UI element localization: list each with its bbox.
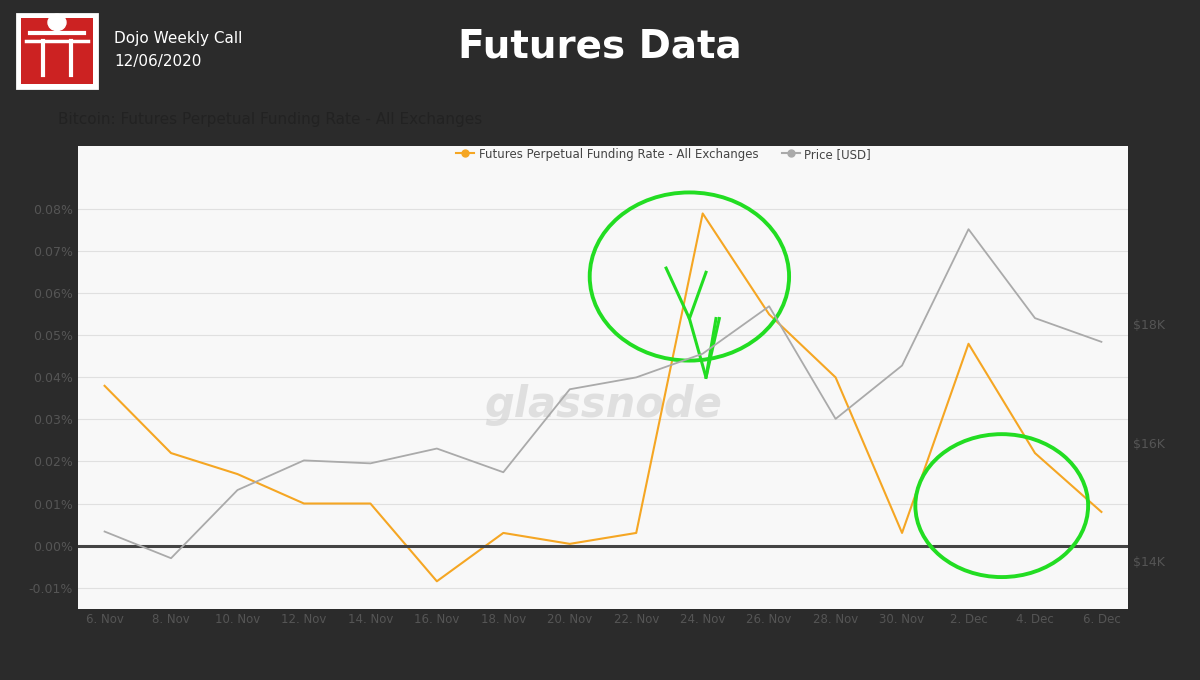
Text: 12/06/2020: 12/06/2020 <box>114 54 202 69</box>
Circle shape <box>48 14 66 31</box>
Text: Futures Data: Futures Data <box>458 27 742 65</box>
FancyBboxPatch shape <box>17 14 97 88</box>
Text: Dojo Weekly Call: Dojo Weekly Call <box>114 31 242 46</box>
FancyBboxPatch shape <box>22 18 94 84</box>
Text: Bitcoin: Futures Perpetual Funding Rate - All Exchanges: Bitcoin: Futures Perpetual Funding Rate … <box>58 112 482 127</box>
Text: glassnode: glassnode <box>484 384 722 426</box>
Legend: Futures Perpetual Funding Rate - All Exchanges, Price [USD]: Futures Perpetual Funding Rate - All Exc… <box>451 143 876 165</box>
